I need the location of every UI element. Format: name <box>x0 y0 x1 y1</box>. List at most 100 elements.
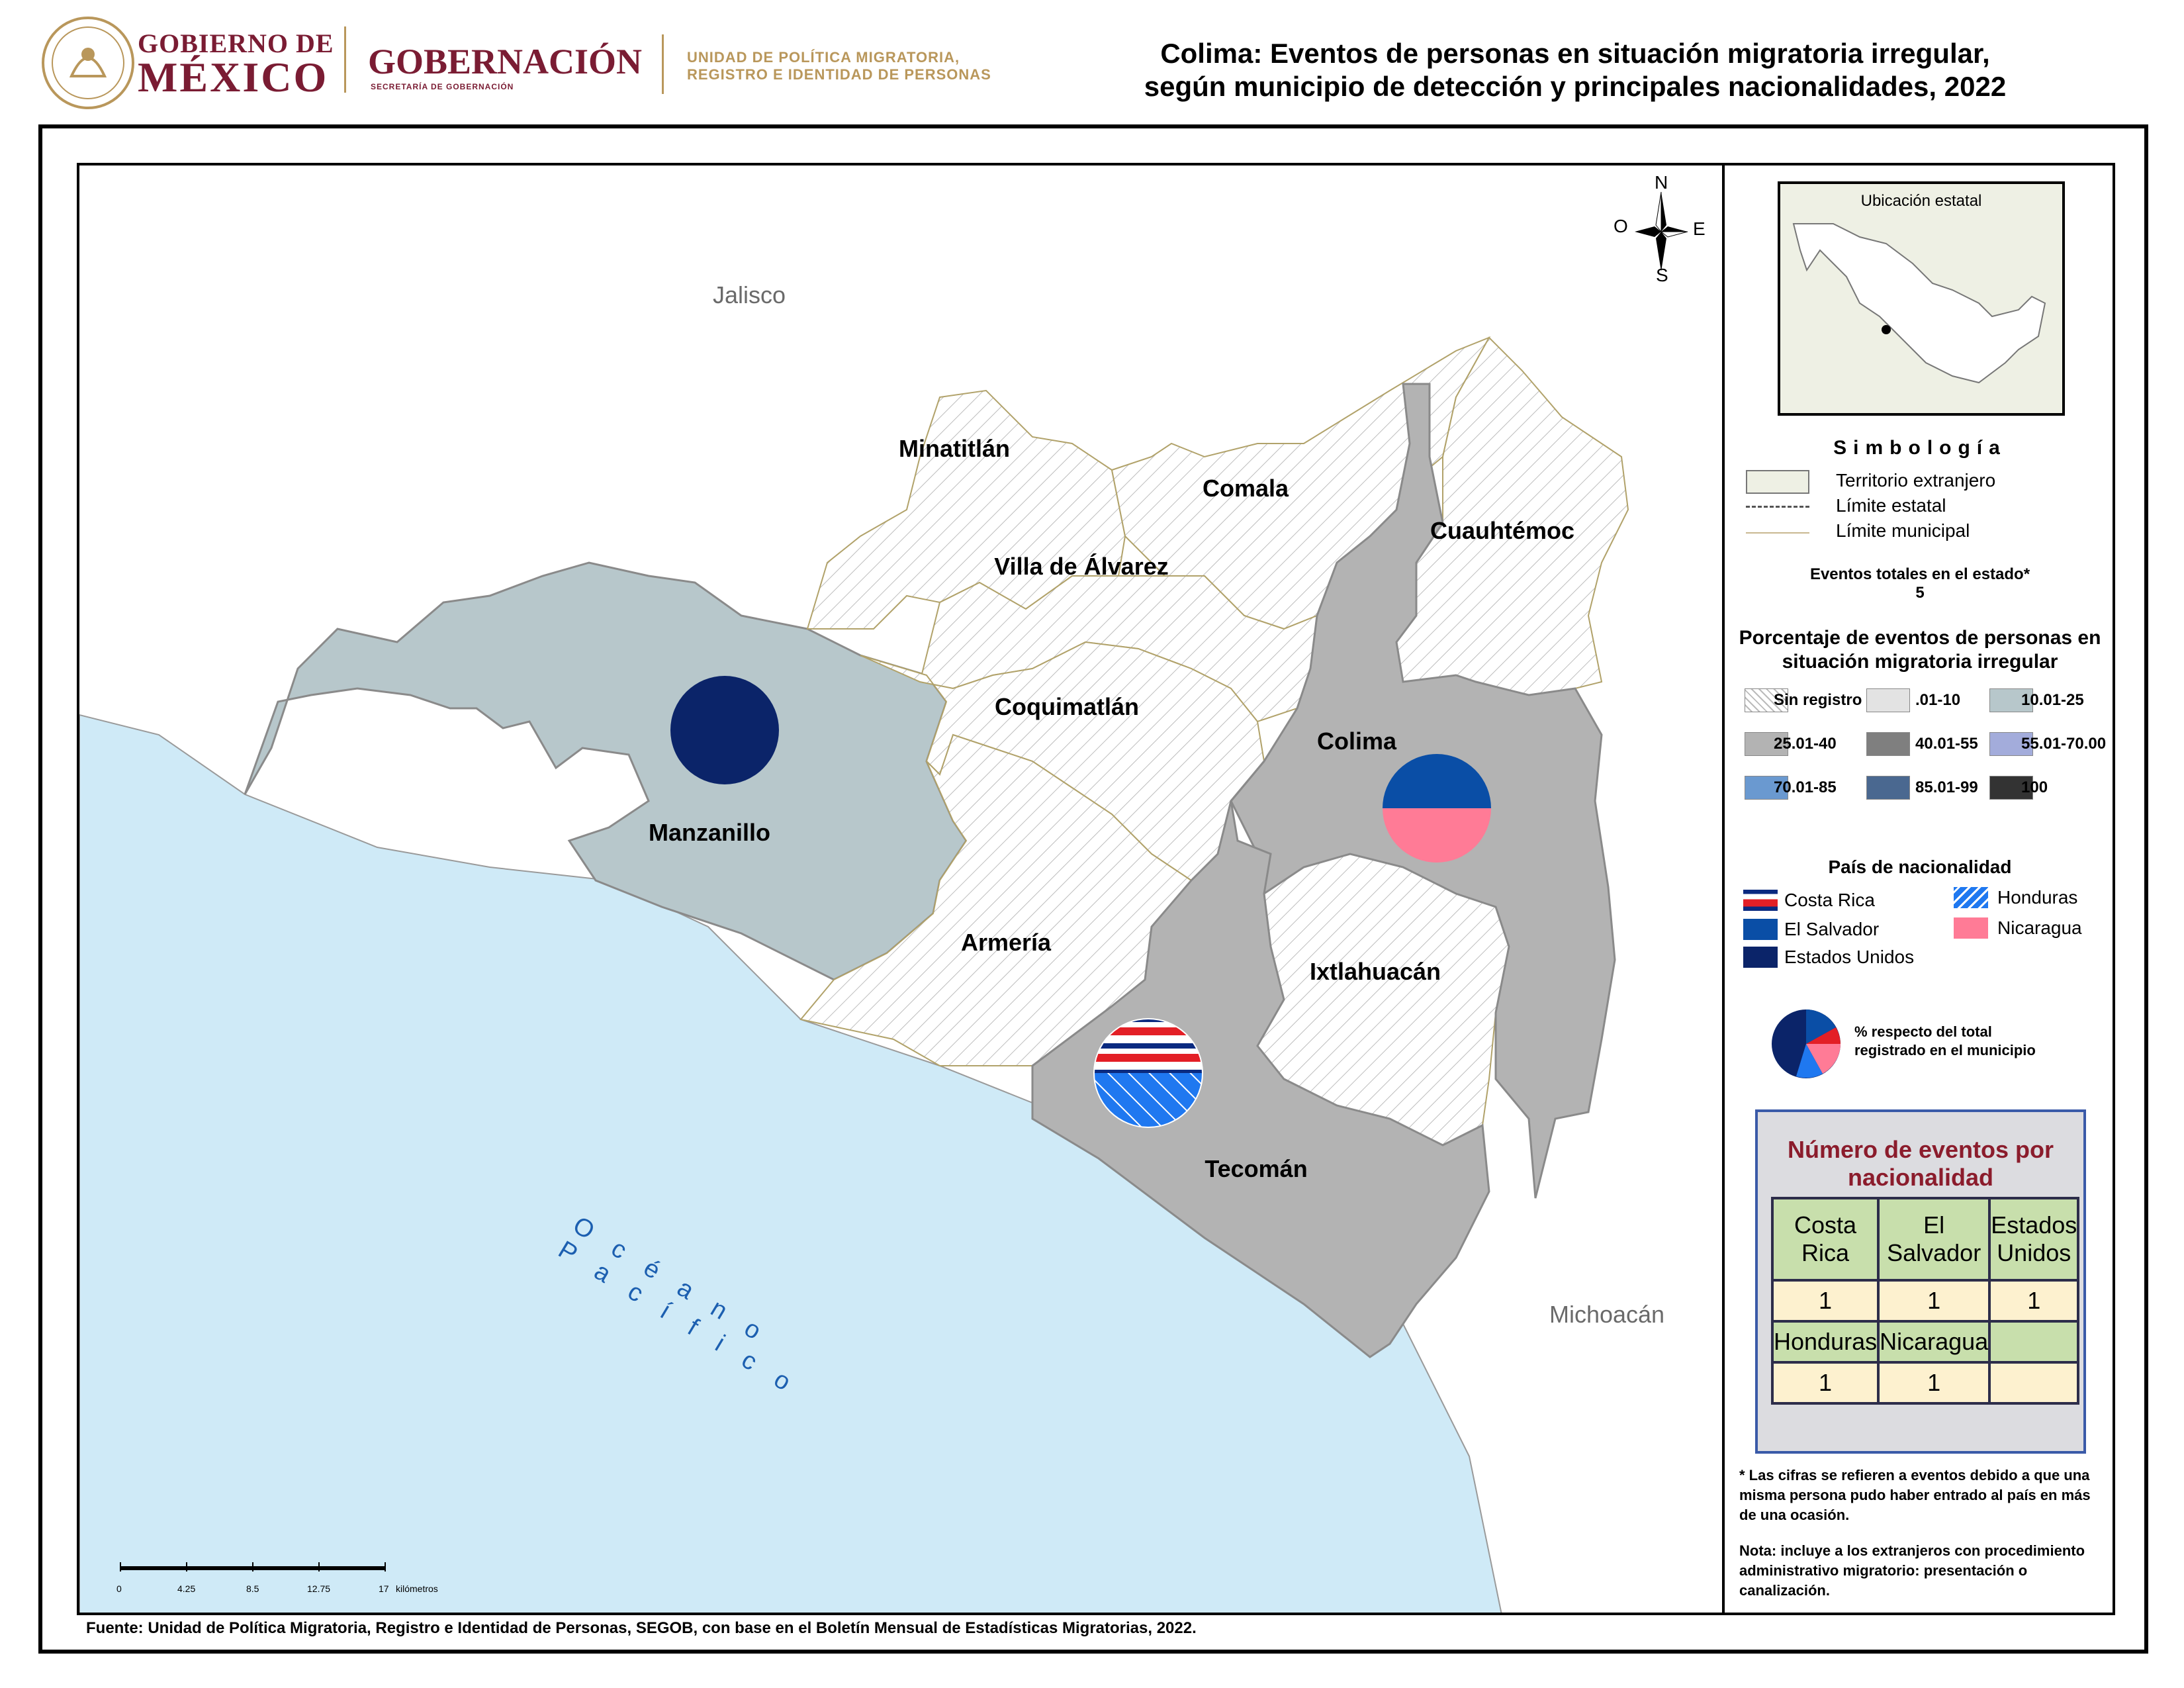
compass-n: N <box>1655 172 1668 193</box>
pct-title: Porcentaje de eventos de personas en sit… <box>1725 626 2115 674</box>
line-municipal <box>1746 532 1809 534</box>
pie-tecoman <box>1093 1018 1203 1128</box>
compass-rose-icon <box>1635 191 1688 271</box>
title-line2: según municipio de detección y principal… <box>1144 71 2007 102</box>
unit-line2: REGISTRO E IDENTIDAD DE PERSONAS <box>687 66 991 83</box>
class-label-5: 55.01-70.00 <box>2021 735 2107 753</box>
class-label-2: 10.01-25 <box>2021 691 2084 709</box>
item-foreign: Territorio extranjero <box>1836 470 1996 491</box>
compass-s: S <box>1656 265 1668 285</box>
map-title: Colima: Eventos de personas en situación… <box>1112 37 2038 103</box>
table-title: Número de eventos por nacionalidad <box>1787 1136 2054 1191</box>
count-table: Costa Rica El Salvador Estados Unidos 1 … <box>1770 1197 2080 1405</box>
simbologia-title: Simbología <box>1833 437 2007 459</box>
total-value: 5 <box>1915 584 1925 602</box>
class-label-8: 100 <box>2021 778 2048 796</box>
label-ixtlahuacan: Ixtlahuacán <box>1309 958 1441 985</box>
scale-tick-4: 17 <box>379 1583 389 1594</box>
label-tecoman: Tecomán <box>1205 1155 1308 1182</box>
title-line1: Colima: Eventos de personas en situación… <box>1160 38 1990 69</box>
nat-label-el-salvador: El Salvador <box>1784 919 1880 939</box>
td-el-salvador: 1 <box>1877 1279 1991 1323</box>
td-costa-rica: 1 <box>1770 1279 1880 1323</box>
pie-slice-el-salvador <box>1383 754 1491 808</box>
coat-of-arms-logo <box>42 17 134 109</box>
label-michoacan: Michoacán <box>1549 1301 1665 1328</box>
pie-slice-nicaragua <box>1383 808 1491 863</box>
th-empty <box>1988 1320 2080 1364</box>
swatch-costa-rica <box>1743 890 1778 911</box>
th-costa-rica: Costa Rica <box>1770 1197 1880 1282</box>
label-villa-de-alvarez: Villa de Álvarez <box>994 553 1169 580</box>
class-label-1: .01-10 <box>1915 691 1961 709</box>
outer-frame <box>38 124 2148 1654</box>
swatch-85-99 <box>1866 776 1910 800</box>
scale-bar <box>120 1562 386 1571</box>
inset-title: Ubicación estatal <box>1860 192 1982 210</box>
header-divider-2 <box>662 34 664 94</box>
swatch-10-25 <box>1989 688 2033 712</box>
header-divider <box>344 26 346 93</box>
scale-tick-1: 4.25 <box>177 1583 196 1594</box>
label-manzanillo: Manzanillo <box>648 819 771 846</box>
pct-title-line2: situación migratoria irregular <box>1782 651 2058 673</box>
swatch-honduras <box>1954 887 1988 908</box>
compass-o: O <box>1614 216 1628 236</box>
td-estados-unidos: 1 <box>1988 1279 2080 1323</box>
class-label-4: 40.01-55 <box>1915 735 1978 753</box>
td-nicaragua: 1 <box>1877 1361 1991 1405</box>
unit-line1: UNIDAD DE POLÍTICA MIGRATORIA, <box>687 49 960 66</box>
pie-manzanillo <box>670 676 779 784</box>
item-state: Límite estatal <box>1836 495 1946 516</box>
gov-line2: MÉXICO <box>138 54 329 101</box>
nat-label-estados-unidos: Estados Unidos <box>1784 947 1915 967</box>
label-colima: Colima <box>1316 727 1397 755</box>
swatch-el-salvador <box>1743 919 1778 940</box>
swatch-100 <box>1989 776 2033 800</box>
nat-title: País de nacionalidad <box>1828 857 2012 877</box>
label-minatitlan: Minatitlán <box>899 435 1010 462</box>
nat-label-costa-rica: Costa Rica <box>1784 890 1875 910</box>
legend-panel: Ubicación estatal Simbología Territorio … <box>1725 163 2115 1615</box>
total-label: Eventos totales en el estado* <box>1809 565 2030 583</box>
swatch-70-85 <box>1745 776 1788 800</box>
pct-title-line1: Porcentaje de eventos de personas en <box>1739 627 2101 649</box>
nat-label-honduras: Honduras <box>1997 887 2078 908</box>
ministry-name: GOBERNACIÓN <box>368 42 643 81</box>
swatch-40-55 <box>1866 732 1910 756</box>
count-table-panel: Número de eventos por nacionalidad Costa… <box>1755 1109 2086 1454</box>
inset-map: Ubicación estatal <box>1778 181 2065 416</box>
source-footer: Fuente: Unidad de Política Migratoria, R… <box>86 1619 1197 1637</box>
ministry-sub: SECRETARÍA DE GOBERNACIÓN <box>371 82 514 91</box>
label-jalisco: Jalisco <box>712 281 786 308</box>
th-honduras: Honduras <box>1770 1320 1880 1364</box>
swatch-01-10 <box>1866 688 1910 712</box>
swatch-sin-registro <box>1745 688 1788 712</box>
inset-mexico-shape <box>1792 223 2046 384</box>
td-honduras: 1 <box>1770 1361 1880 1405</box>
label-armeria: Armería <box>960 929 1052 956</box>
map-panel: Jalisco Michoacán Océano Pacífico Minati… <box>77 163 1725 1615</box>
class-label-0: Sin registro <box>1774 691 1862 709</box>
label-comala: Comala <box>1202 475 1289 502</box>
th-nicaragua: Nicaragua <box>1877 1320 1991 1364</box>
pie-slice-honduras <box>1094 1073 1203 1127</box>
compass-e: E <box>1693 218 1706 239</box>
nat-label-nicaragua: Nicaragua <box>1997 917 2082 938</box>
scale-tick-0: 0 <box>116 1583 122 1594</box>
sample-pie-icon <box>1772 1009 1841 1078</box>
swatch-55-70 <box>1989 732 2033 756</box>
line-state <box>1746 506 1809 508</box>
swatch-nicaragua <box>1954 917 1988 939</box>
note: Nota: incluye a los extranjeros con proc… <box>1739 1542 2085 1599</box>
td-empty <box>1988 1361 2080 1405</box>
swatch-foreign <box>1746 470 1809 494</box>
scale-unit: kilómetros <box>396 1583 438 1594</box>
municipality-tecoman <box>1031 761 1490 1358</box>
label-cuauhtemoc: Cuauhtémoc <box>1430 517 1575 544</box>
footnote: * Las cifras se refieren a eventos debid… <box>1739 1467 2091 1523</box>
pie-note-line2: registrado en el municipio <box>1854 1042 2036 1058</box>
pie-slice-estados-unidos <box>670 676 779 784</box>
gov-line1: GOBIERNO DE <box>138 28 334 58</box>
th-estados-unidos: Estados Unidos <box>1988 1197 2080 1282</box>
